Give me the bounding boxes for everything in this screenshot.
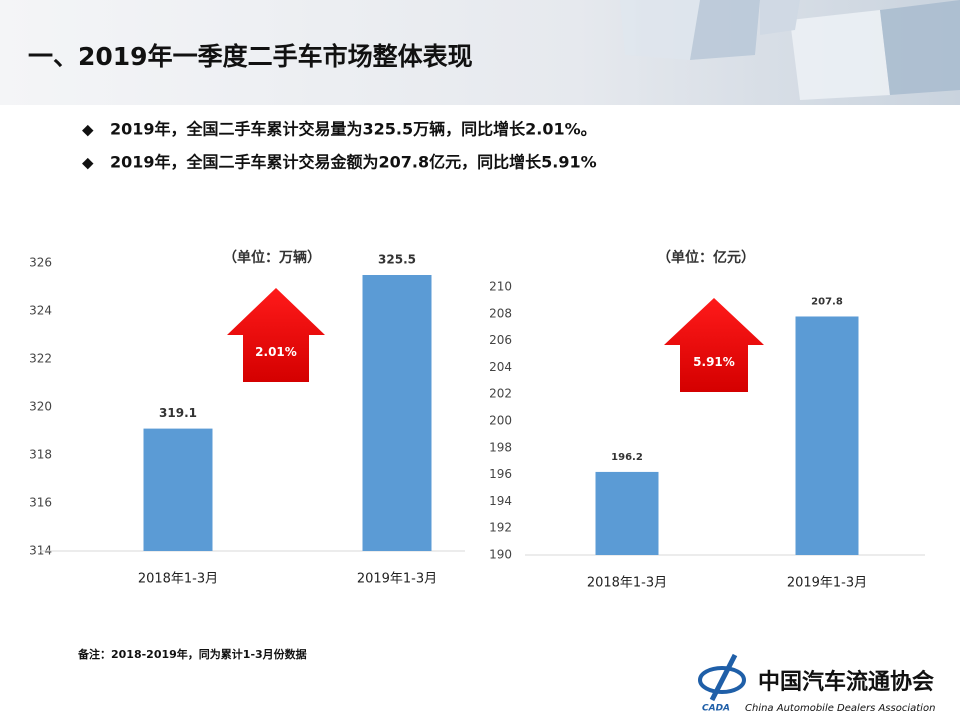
y-tick-label: 190 bbox=[489, 548, 512, 562]
y-tick-label: 206 bbox=[489, 333, 512, 347]
bar bbox=[362, 275, 432, 551]
logo-name: 中国汽车流通协会 bbox=[758, 669, 934, 695]
logo-abbr: CADA bbox=[702, 704, 730, 714]
logo-english: China Automobile Dealers Association bbox=[745, 703, 935, 714]
y-tick-label: 194 bbox=[489, 494, 512, 508]
logo-mark bbox=[698, 653, 746, 702]
y-tick-label: 324 bbox=[29, 304, 52, 318]
x-tick-label: 2018年1-3月 bbox=[587, 576, 667, 591]
y-tick-label: 326 bbox=[29, 256, 52, 270]
bar bbox=[595, 471, 659, 555]
y-tick-label: 204 bbox=[489, 360, 512, 374]
unit-label: （单位：万辆） bbox=[223, 249, 321, 266]
growth-arrow bbox=[227, 288, 325, 382]
footnote: 备注：2018-2019年，同为累计1-3月份数据 bbox=[77, 647, 307, 661]
value-label: 207.8 bbox=[811, 296, 843, 307]
y-tick-label: 196 bbox=[489, 467, 512, 481]
value-label: 196.2 bbox=[611, 452, 643, 463]
value-label: 319.1 bbox=[159, 406, 197, 420]
x-tick-label: 2019年1-3月 bbox=[357, 572, 437, 587]
growth-label: 5.91% bbox=[693, 355, 735, 369]
growth-label: 2.01% bbox=[255, 345, 297, 359]
x-tick-label: 2019年1-3月 bbox=[787, 576, 867, 591]
bullet-icon: ◆ bbox=[82, 121, 94, 139]
y-tick-label: 316 bbox=[29, 496, 52, 510]
x-tick-label: 2018年1-3月 bbox=[138, 572, 218, 587]
growth-arrow bbox=[664, 298, 764, 392]
bullet-text: 2019年，全国二手车累计交易金额为207.8亿元，同比增长5.91% bbox=[110, 153, 597, 172]
y-tick-label: 320 bbox=[29, 400, 52, 414]
bullet-text: 2019年，全国二手车累计交易量为325.5万辆，同比增长2.01%。 bbox=[110, 120, 597, 139]
unit-label: （单位：亿元） bbox=[657, 249, 755, 266]
y-tick-label: 208 bbox=[489, 306, 512, 320]
y-tick-label: 202 bbox=[489, 387, 512, 401]
bar bbox=[795, 316, 859, 555]
bullet-icon: ◆ bbox=[82, 154, 94, 172]
y-tick-label: 210 bbox=[489, 280, 512, 294]
y-tick-label: 322 bbox=[29, 352, 52, 366]
y-tick-label: 192 bbox=[489, 521, 512, 535]
y-tick-label: 318 bbox=[29, 448, 52, 462]
bar bbox=[143, 428, 213, 551]
slide-title: 一、2019年一季度二手车市场整体表现 bbox=[28, 42, 473, 71]
value-label: 325.5 bbox=[378, 253, 416, 267]
y-tick-label: 200 bbox=[489, 414, 512, 428]
header-cubes bbox=[620, 0, 960, 100]
y-tick-label: 198 bbox=[489, 440, 512, 454]
